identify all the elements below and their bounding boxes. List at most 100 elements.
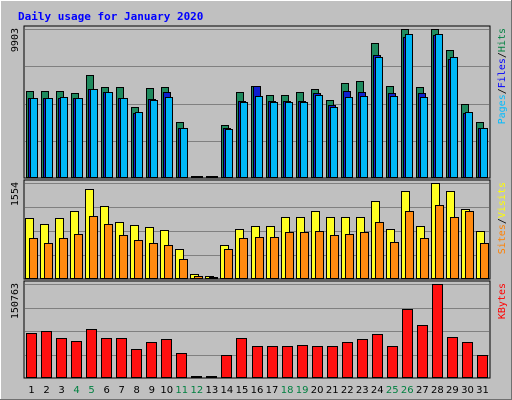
bar-kbytes-day-11	[176, 353, 187, 378]
bar-kbytes-day-22	[342, 342, 353, 378]
x-tick-label: 25	[386, 385, 399, 396]
legend-entry: Sites	[497, 224, 508, 254]
bar-kbytes-day-28	[432, 284, 443, 378]
bar-sites-day-15	[239, 238, 248, 279]
bar-pages-day-6	[105, 92, 113, 178]
bar-kbytes-day-15	[236, 338, 247, 378]
bar-kbytes-day-24	[372, 334, 383, 378]
x-tick-label: 13	[206, 385, 219, 396]
chart-title: Daily usage for January 2020	[18, 10, 203, 23]
bar-pages-day-19	[300, 102, 308, 178]
bar-kbytes-day-2	[41, 331, 52, 378]
bar-pages-day-9	[150, 100, 158, 178]
bar-sites-day-24	[375, 222, 384, 279]
x-tick-label: 14	[221, 385, 234, 396]
bar-sites-day-28	[435, 205, 444, 279]
x-tick-label: 18	[281, 385, 294, 396]
bar-pages-day-26	[405, 34, 413, 178]
legend-entry: Files	[497, 58, 508, 88]
bar-sites-day-11	[179, 259, 188, 279]
bar-sites-day-19	[300, 232, 309, 279]
panel-kbytes: 150763 KBytes	[10, 280, 508, 379]
bar-pages-day-5	[90, 89, 98, 178]
bar-kbytes-day-21	[327, 346, 338, 378]
bar-sites-day-10	[164, 245, 173, 279]
bar-sites-day-22	[345, 234, 354, 279]
bar-pages-day-3	[60, 97, 68, 178]
bar-pages-day-20	[315, 95, 323, 178]
x-tick-label: 30	[461, 385, 474, 396]
bar-kbytes-day-7	[116, 338, 127, 378]
panel-visits-sites: 1554 Sites/Visits	[10, 179, 508, 280]
bar-pages-day-15	[240, 102, 248, 178]
bar-pages-day-7	[120, 98, 128, 178]
bar-pages-day-16	[255, 96, 263, 178]
bar-sites-day-9	[149, 243, 158, 279]
bar-pages-day-13	[210, 176, 218, 178]
bar-pages-day-2	[45, 98, 53, 178]
bar-pages-day-24	[375, 57, 383, 178]
legend-entry: Pages	[497, 94, 508, 124]
bar-sites-day-17	[270, 237, 279, 279]
bar-pages-day-31	[480, 128, 488, 178]
bar-kbytes-day-29	[447, 337, 458, 378]
bar-pages-day-10	[165, 97, 173, 178]
bar-pages-day-21	[330, 107, 338, 178]
bar-kbytes-day-13	[206, 376, 217, 378]
bar-kbytes-day-18	[282, 346, 293, 378]
bar-pages-day-23	[360, 96, 368, 178]
y-max-label: 1554	[10, 182, 21, 206]
bar-sites-day-2	[44, 243, 53, 279]
bar-kbytes-day-26	[402, 309, 413, 378]
bar-pages-day-17	[270, 102, 278, 178]
bar-pages-day-1	[30, 98, 38, 178]
x-axis-day-labels: 1 2 3 4 5 6 7 8 9 10 11 12 13 14 15 16 17 18 19 20 21 22 23 24 2…	[28, 385, 489, 396]
x-tick-label: 5	[88, 385, 94, 396]
bar-pages-day-4	[75, 98, 83, 178]
x-tick-label: 17	[266, 385, 279, 396]
x-tick-label: 22	[341, 385, 354, 396]
bar-kbytes-day-8	[131, 349, 142, 378]
bar-sites-day-31	[480, 243, 489, 279]
x-tick-label: 1	[28, 385, 34, 396]
x-tick-label: 27	[416, 385, 429, 396]
x-tick-label: 28	[431, 385, 444, 396]
bar-pages-day-14	[225, 129, 233, 178]
bar-kbytes-day-4	[71, 341, 82, 378]
bar-sites-day-30	[465, 211, 474, 279]
x-tick-label: 19	[296, 385, 309, 396]
bar-kbytes-day-23	[357, 339, 368, 378]
bar-kbytes-day-5	[86, 329, 97, 378]
x-tick-label: 6	[104, 385, 110, 396]
bar-sites-day-7	[119, 235, 128, 279]
bar-kbytes-day-27	[417, 325, 428, 378]
bar-pages-day-11	[180, 128, 188, 178]
bar-sites-day-6	[104, 224, 113, 279]
x-tick-label: 23	[356, 385, 369, 396]
bar-kbytes-day-12	[191, 376, 202, 378]
y-max-label: 9903	[10, 28, 21, 52]
bar-sites-day-23	[360, 232, 369, 279]
bar-kbytes-day-19	[297, 345, 308, 378]
legend-entry: /	[497, 88, 508, 94]
bar-pages-day-30	[465, 112, 473, 178]
bar-sites-day-1	[29, 238, 38, 279]
bar-sites-day-27	[420, 238, 429, 279]
bar-pages-day-22	[345, 97, 353, 178]
bar-kbytes-day-6	[101, 338, 112, 378]
legend-entry: /	[497, 52, 508, 58]
x-tick-label: 3	[58, 385, 64, 396]
x-tick-label: 20	[311, 385, 324, 396]
bar-kbytes-day-30	[462, 342, 473, 378]
x-tick-label: 16	[251, 385, 264, 396]
bar-kbytes-day-14	[221, 355, 232, 378]
legend-visits-sites: Sites/Visits	[497, 182, 508, 254]
bar-pages-day-25	[390, 96, 398, 178]
bar-kbytes-day-3	[56, 338, 67, 378]
bar-kbytes-day-20	[312, 346, 323, 378]
bar-kbytes-day-10	[161, 339, 172, 378]
bar-sites-day-8	[134, 240, 143, 279]
bar-pages-day-12	[195, 176, 203, 178]
